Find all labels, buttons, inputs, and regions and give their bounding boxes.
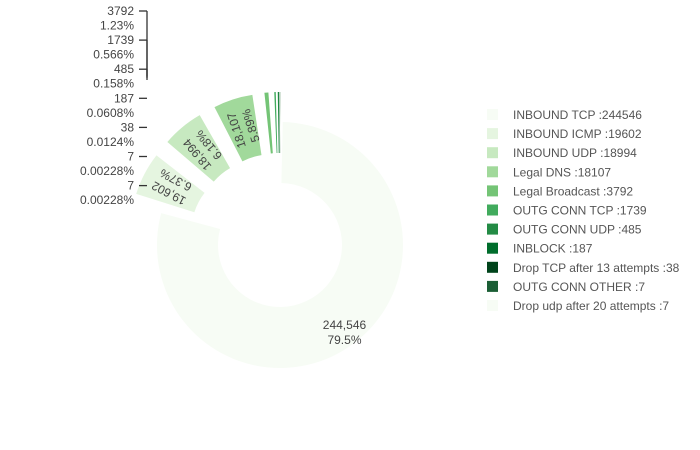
outside-value-label: 485 <box>114 62 134 76</box>
legend-item[interactable]: Drop TCP after 13 attempts :38 <box>487 261 680 275</box>
legend-label: OUTG CONN TCP :1739 <box>513 204 647 218</box>
outside-value-label: 7 <box>127 150 134 164</box>
legend-item[interactable]: INBOUND ICMP :19602 <box>487 127 642 141</box>
legend-item[interactable]: OUTG CONN UDP :485 <box>487 223 642 237</box>
legend-swatch <box>487 280 498 292</box>
outside-value-label: 1739 <box>107 33 134 47</box>
slice-outg-conn-tcp <box>274 92 278 154</box>
outside-percent-label: 0.158% <box>93 77 134 91</box>
legend-swatch <box>487 223 498 235</box>
slice-drop-udp-after-20-attempts <box>279 92 281 154</box>
outside-percent-label: 0.00228% <box>80 193 134 207</box>
slice-legal-broadcast <box>264 92 273 154</box>
legend-swatch <box>487 147 498 159</box>
legend-swatch <box>487 166 498 178</box>
legend-swatch <box>487 109 498 120</box>
legend-label: INBOUND UDP :18994 <box>513 146 637 160</box>
legend-item[interactable]: Legal Broadcast :3792 <box>487 184 633 198</box>
slices-group <box>136 92 403 369</box>
outside-percent-label: 0.0608% <box>87 106 135 120</box>
outside-percent-label: 0.00228% <box>80 164 134 178</box>
outside-value-label: 187 <box>114 91 134 105</box>
slice-percent-label: 79.5% <box>327 333 361 347</box>
legend-label: INBLOCK :187 <box>513 242 593 256</box>
legend-item[interactable]: INBLOCK :187 <box>487 242 593 256</box>
outside-value-label: 3792 <box>107 4 134 18</box>
legend-swatch <box>487 204 498 216</box>
legend-item[interactable]: Legal DNS :18107 <box>487 165 611 179</box>
outside-percent-label: 0.566% <box>93 48 134 62</box>
legend-label: Drop TCP after 13 attempts :38 <box>513 261 680 275</box>
legend-label: OUTG CONN UDP :485 <box>513 223 642 237</box>
legend-item[interactable]: OUTG CONN OTHER :7 <box>487 280 645 294</box>
legend-item[interactable]: INBOUND TCP :244546 <box>487 108 642 122</box>
legend-label: Legal DNS :18107 <box>513 165 611 179</box>
legend-swatch <box>487 242 498 254</box>
legend-label: Drop udp after 20 attempts :7 <box>513 299 669 313</box>
outside-value-label: 7 <box>127 179 134 193</box>
slice-inbound-tcp <box>156 122 403 369</box>
legend-item[interactable]: OUTG CONN TCP :1739 <box>487 204 647 218</box>
legend: INBOUND TCP :244546 INBOUND ICMP :19602 IN… <box>487 108 680 313</box>
legend-item[interactable]: Drop udp after 20 attempts :7 <box>487 299 669 313</box>
legend-label: INBOUND ICMP :19602 <box>513 127 642 141</box>
legend-swatch <box>487 261 498 273</box>
legend-swatch <box>487 185 498 197</box>
slice-value-label: 244,546 <box>323 318 367 332</box>
slice-legal-dns <box>214 94 262 162</box>
legend-swatch <box>487 128 498 140</box>
slice-inbound-udp <box>167 115 231 182</box>
outside-labels-group: 37921.23%17390.566%4850.158%1870.0608%38… <box>80 4 134 207</box>
outside-value-label: 38 <box>121 120 135 134</box>
legend-label: Legal Broadcast :3792 <box>513 184 633 198</box>
slice-inbound-icmp <box>136 155 205 213</box>
legend-swatch <box>487 300 498 311</box>
leader-lines-group <box>139 10 148 187</box>
legend-item[interactable]: INBOUND UDP :18994 <box>487 146 637 160</box>
outside-percent-label: 1.23% <box>100 19 134 33</box>
outside-percent-label: 0.0124% <box>87 135 135 149</box>
legend-label: OUTG CONN OTHER :7 <box>513 280 645 294</box>
legend-label: INBOUND TCP :244546 <box>513 108 642 122</box>
